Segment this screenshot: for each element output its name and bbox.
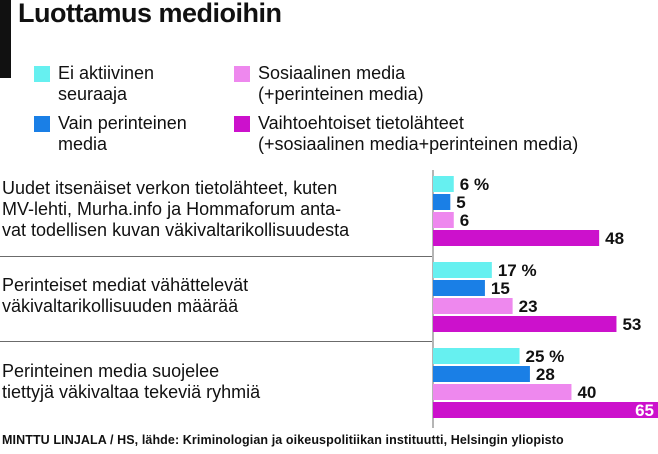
question-label-1: Uudet itsenäiset verkon tietolähteet, ku…	[2, 178, 350, 240]
chart-title: Luottamus medioihin	[18, 0, 282, 28]
bar-q1-s4	[433, 230, 600, 246]
bar-q1-s3	[433, 212, 454, 228]
value-label-q2-s1: 17 %	[498, 261, 537, 280]
legend-swatch	[234, 66, 250, 82]
bar-q1-s2	[433, 194, 451, 210]
bar-q3-s4	[433, 402, 658, 418]
row-separator	[0, 256, 432, 257]
legend-swatch	[34, 116, 50, 132]
value-label-q3-s1: 25 %	[526, 347, 565, 366]
legend-label: Ei aktiivinen seuraaja	[58, 63, 155, 104]
legend-swatch	[234, 116, 250, 132]
value-label-q3-s2: 28	[536, 365, 555, 384]
row-separator	[0, 341, 432, 342]
legend-item-sosiaalinen: Sosiaalinen media (+perinteinen media)	[234, 63, 424, 105]
value-label-q1-s1: 6 %	[460, 175, 489, 194]
value-label-q1-s3: 6	[460, 211, 469, 230]
legend-label: Vaihtoehtoiset tietolähteet (+sosiaaline…	[258, 113, 579, 154]
legend-label: Sosiaalinen media (+perinteinen media)	[258, 63, 424, 104]
bar-q3-s1	[433, 348, 520, 364]
value-label-q1-s4: 48	[605, 229, 624, 248]
value-label-q3-s4: 65	[635, 401, 654, 420]
bar-q3-s2	[433, 366, 530, 382]
value-label-q3-s3: 40	[577, 383, 596, 402]
value-label-q1-s2: 5	[456, 193, 465, 212]
bar-q2-s3	[433, 298, 513, 314]
title-accent-bar	[0, 0, 11, 78]
bar-q2-s1	[433, 262, 492, 278]
question-label-2: Perinteiset mediat vähättelevät väkivalt…	[2, 275, 249, 316]
question-label-3: Perinteinen media suojelee tiettyjä väki…	[2, 361, 261, 402]
bar-q2-s2	[433, 280, 485, 296]
value-label-q2-s2: 15	[491, 279, 510, 298]
source-credit: MINTTU LINJALA / HS, lähde: Kriminologia…	[2, 433, 564, 447]
legend-item-ei-aktiivinen: Ei aktiivinen seuraaja	[34, 63, 154, 105]
bar-q2-s4	[433, 316, 617, 332]
bar-q3-s3	[433, 384, 572, 400]
legend-label: Vain perinteinen media	[58, 113, 187, 154]
legend-item-vain-perinteinen: Vain perinteinen media	[34, 113, 187, 155]
legend-swatch	[34, 66, 50, 82]
bar-q1-s1	[433, 176, 454, 192]
value-label-q2-s4: 53	[622, 315, 641, 334]
value-label-q2-s3: 23	[519, 297, 538, 316]
legend-item-vaihtoehtoiset: Vaihtoehtoiset tietolähteet (+sosiaaline…	[234, 113, 578, 155]
